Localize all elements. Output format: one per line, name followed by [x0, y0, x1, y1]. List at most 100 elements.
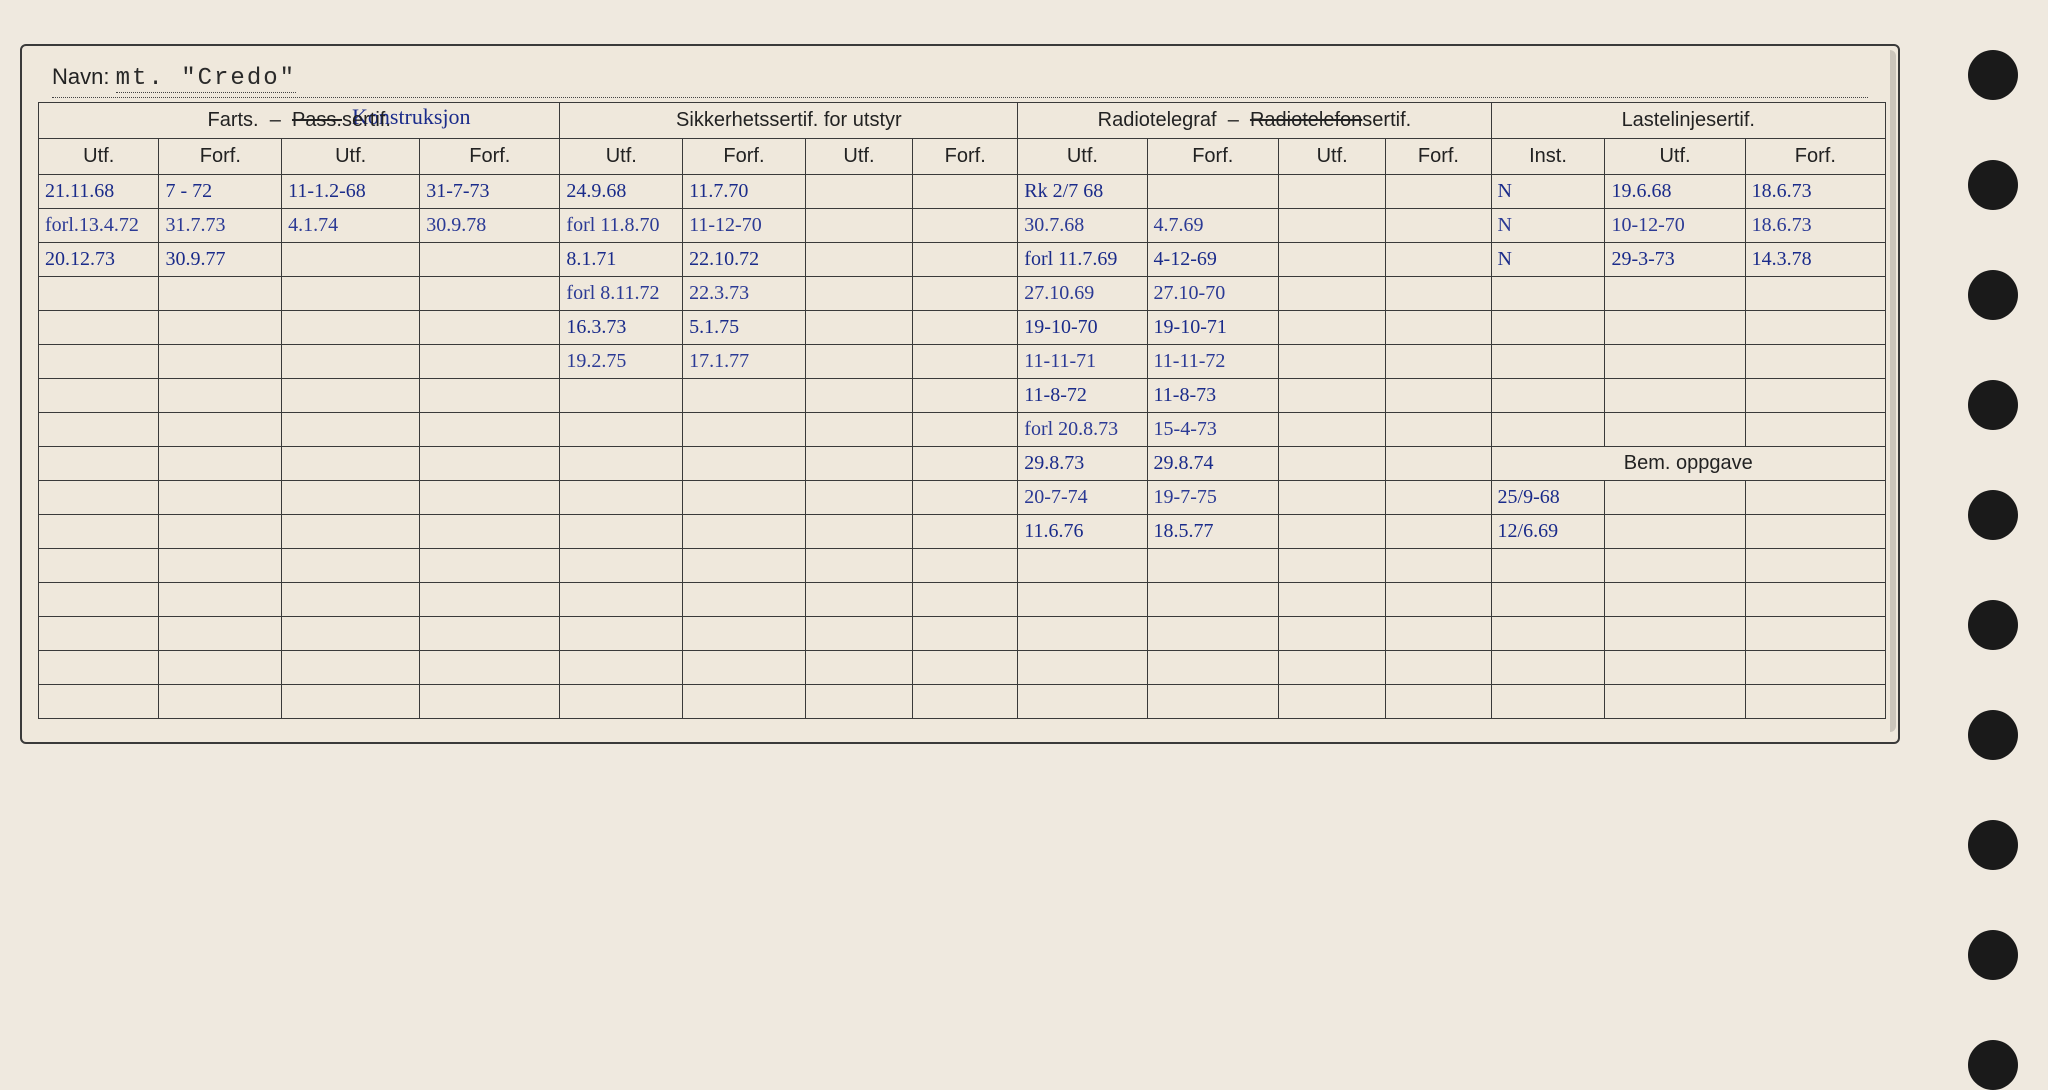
bem-cell-r12-1: [1605, 583, 1745, 617]
cell-r6-c14: [1745, 379, 1885, 413]
subhead-utf-4: Utf.: [560, 139, 683, 175]
cell-r2-c14: 14.3.78: [1745, 243, 1885, 277]
cell-r14-c5: [683, 651, 806, 685]
cell-r9-c2: [282, 481, 420, 515]
cell-r6-c13: [1605, 379, 1745, 413]
cell-r4-c5: 5.1.75: [683, 311, 806, 345]
bem-cell-r9-1: [1605, 481, 1745, 515]
cell-r5-c5: 17.1.77: [683, 345, 806, 379]
cell-r12-c4: [560, 583, 683, 617]
group-farts: Farts. – Pass.sertif.: [39, 103, 560, 139]
cell-r4-c1: [159, 311, 282, 345]
binder-hole: [1968, 1040, 2018, 1090]
cell-r6-c0: [39, 379, 159, 413]
binder-hole: [1968, 490, 2018, 540]
cell-r12-c11: [1386, 583, 1491, 617]
cell-r4-c6: [805, 311, 912, 345]
cell-r7-c11: [1386, 413, 1491, 447]
cell-r3-c10: [1278, 277, 1385, 311]
cell-r14-c0: [39, 651, 159, 685]
cell-r1-c0: forl.13.4.72: [39, 209, 159, 243]
cell-r12-c2: [282, 583, 420, 617]
cell-r10-c6: [805, 515, 912, 549]
cell-r3-c2: [282, 277, 420, 311]
cell-r13-c4: [560, 617, 683, 651]
bem-cell-r10-0: 12/6.69: [1491, 515, 1605, 549]
cell-r0-c13: 19.6.68: [1605, 175, 1745, 209]
cell-r5-c8: 11-11-71: [1018, 345, 1147, 379]
cell-r1-c3: 30.9.78: [420, 209, 560, 243]
cell-r7-c4: [560, 413, 683, 447]
binder-hole: [1968, 50, 2018, 100]
cell-r1-c5: 11-12-70: [683, 209, 806, 243]
cell-r1-c12: N: [1491, 209, 1605, 243]
subhead-forf-11: Forf.: [1386, 139, 1491, 175]
cell-r2-c4: 8.1.71: [560, 243, 683, 277]
card-shadow: [1890, 50, 1896, 732]
navn-label: Navn:: [52, 64, 109, 89]
cell-r12-c0: [39, 583, 159, 617]
cell-r11-c4: [560, 549, 683, 583]
cell-r3-c9: 27.10-70: [1147, 277, 1278, 311]
cell-r12-c1: [159, 583, 282, 617]
cell-r3-c4: forl 8.11.72: [560, 277, 683, 311]
cell-r4-c7: [913, 311, 1018, 345]
navn-value: mt. "Credo": [116, 65, 296, 93]
cell-r3-c7: [913, 277, 1018, 311]
cell-r11-c2: [282, 549, 420, 583]
bem-cell-r9-2: [1745, 481, 1885, 515]
cell-r11-c5: [683, 549, 806, 583]
cell-r6-c10: [1278, 379, 1385, 413]
cell-r7-c6: [805, 413, 912, 447]
cell-r13-c8: [1018, 617, 1147, 651]
cell-r1-c1: 31.7.73: [159, 209, 282, 243]
cell-r5-c4: 19.2.75: [560, 345, 683, 379]
certificate-table: Farts. – Pass.sertif.Sikkerhetssertif. f…: [38, 102, 1886, 719]
cell-r2-c12: N: [1491, 243, 1605, 277]
cell-r0-c3: 31-7-73: [420, 175, 560, 209]
cell-r3-c5: 22.3.73: [683, 277, 806, 311]
cell-r2-c2: [282, 243, 420, 277]
bem-cell-r12-0: [1491, 583, 1605, 617]
cell-r0-c12: N: [1491, 175, 1605, 209]
cell-r7-c13: [1605, 413, 1745, 447]
cell-r13-c7: [913, 617, 1018, 651]
cell-r15-c8: [1018, 685, 1147, 719]
cell-r14-c11: [1386, 651, 1491, 685]
cell-r3-c12: [1491, 277, 1605, 311]
binder-hole: [1968, 270, 2018, 320]
cell-r10-c5: [683, 515, 806, 549]
cell-r15-c0: [39, 685, 159, 719]
cell-r4-c10: [1278, 311, 1385, 345]
bem-cell-r14-1: [1605, 651, 1745, 685]
subhead-forf-7: Forf.: [913, 139, 1018, 175]
cell-r5-c6: [805, 345, 912, 379]
cell-r14-c1: [159, 651, 282, 685]
cell-r13-c6: [805, 617, 912, 651]
cell-r9-c7: [913, 481, 1018, 515]
cell-r2-c6: [805, 243, 912, 277]
cell-r15-c1: [159, 685, 282, 719]
cell-r7-c5: [683, 413, 806, 447]
cell-r8-c9: 29.8.74: [1147, 447, 1278, 481]
bem-cell-r15-0: [1491, 685, 1605, 719]
cell-r1-c4: forl 11.8.70: [560, 209, 683, 243]
cell-r2-c9: 4-12-69: [1147, 243, 1278, 277]
cell-r12-c5: [683, 583, 806, 617]
cell-r0-c9: [1147, 175, 1278, 209]
cell-r5-c0: [39, 345, 159, 379]
cell-r15-c4: [560, 685, 683, 719]
cell-r8-c8: 29.8.73: [1018, 447, 1147, 481]
bem-cell-r14-0: [1491, 651, 1605, 685]
cell-r13-c1: [159, 617, 282, 651]
cell-r11-c7: [913, 549, 1018, 583]
cell-r15-c2: [282, 685, 420, 719]
cell-r2-c0: 20.12.73: [39, 243, 159, 277]
cell-r3-c14: [1745, 277, 1885, 311]
subhead-forf-5: Forf.: [683, 139, 806, 175]
cell-r15-c10: [1278, 685, 1385, 719]
bem-cell-r10-1: [1605, 515, 1745, 549]
subhead-utf-8: Utf.: [1018, 139, 1147, 175]
cell-r11-c6: [805, 549, 912, 583]
cell-r4-c9: 19-10-71: [1147, 311, 1278, 345]
